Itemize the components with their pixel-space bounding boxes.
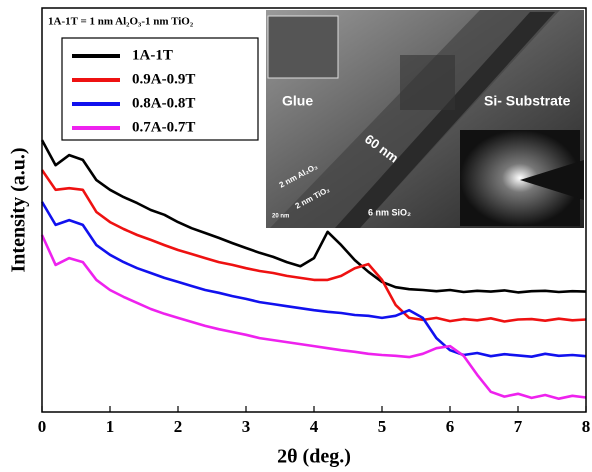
legend-label: 0.7A-0.7T xyxy=(132,119,195,135)
inset-image: Glue 60 nm Si- Substrate 2 nm Al₂O₃ 2 nm… xyxy=(266,10,584,228)
inset-label: Glue xyxy=(282,93,313,109)
inset-label: Si- Substrate xyxy=(484,93,571,109)
x-axis-label: 2θ (deg.) xyxy=(277,446,351,468)
x-tick-label: 7 xyxy=(514,417,523,436)
legend-label: 0.8A-0.8T xyxy=(132,95,195,111)
x-tick-label: 3 xyxy=(242,417,251,436)
inset-label: 6 nm SiO₂ xyxy=(368,207,411,217)
inset-zoom xyxy=(400,55,455,110)
x-tick-label: 2 xyxy=(174,417,183,436)
inset-zoom xyxy=(268,16,338,78)
x-tick-label: 5 xyxy=(378,417,387,436)
chart: Glue 60 nm Si- Substrate 2 nm Al₂O₃ 2 nm… xyxy=(0,0,592,472)
x-tick-label: 0 xyxy=(38,417,47,436)
x-tick-label: 6 xyxy=(446,417,455,436)
x-tick-label: 8 xyxy=(582,417,591,436)
inset-label: 20 nm xyxy=(272,214,289,220)
x-tick-label: 4 xyxy=(310,417,319,436)
legend-label: 0.9A-0.9T xyxy=(132,71,195,87)
x-tick-label: 1 xyxy=(106,417,115,436)
legend-label: 1A-1T xyxy=(132,47,173,63)
y-axis-label: Intensity (a.u.) xyxy=(8,147,30,272)
annotation: 1A-1T = 1 nm Al₂O₃-1 nm TiO₂ xyxy=(48,16,194,28)
